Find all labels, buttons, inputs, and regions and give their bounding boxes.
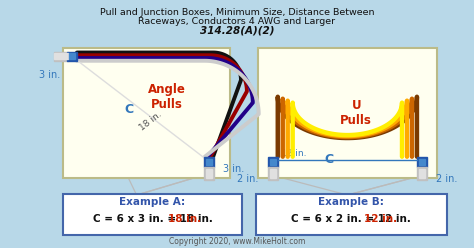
Text: Example A:: Example A: — [119, 197, 185, 207]
Bar — [268, 167, 278, 180]
Text: C = 6 x 2 in. = 12 in.: C = 6 x 2 in. = 12 in. — [292, 214, 411, 224]
Bar — [54, 54, 68, 59]
Bar — [417, 157, 427, 167]
Text: C = 6 x 3 in. = 18 in.: C = 6 x 3 in. = 18 in. — [92, 214, 212, 224]
Text: 12 in.: 12 in. — [281, 149, 306, 158]
Bar — [206, 168, 212, 178]
Text: Copyright 2020, www.MikeHolt.com: Copyright 2020, www.MikeHolt.com — [169, 237, 305, 246]
Text: Example B:: Example B: — [319, 197, 384, 207]
Text: 3 in.: 3 in. — [39, 70, 61, 80]
Bar — [419, 159, 425, 165]
Bar — [54, 52, 68, 61]
Bar — [63, 194, 242, 235]
Bar — [67, 52, 77, 61]
Text: 314.28(A)(2): 314.28(A)(2) — [200, 26, 274, 36]
Bar — [417, 167, 427, 180]
Bar — [69, 54, 75, 59]
Bar — [419, 168, 425, 178]
Text: 12 in.: 12 in. — [364, 214, 397, 224]
Text: 2 in.: 2 in. — [237, 174, 259, 184]
Text: Angle
Pulls: Angle Pulls — [147, 83, 185, 111]
Bar — [258, 48, 437, 178]
Text: C: C — [325, 153, 334, 166]
Text: 2 in.: 2 in. — [436, 174, 457, 184]
Bar — [204, 157, 214, 167]
Bar — [270, 168, 276, 178]
Bar — [63, 48, 230, 178]
Text: 18 in.: 18 in. — [137, 109, 164, 132]
Text: C: C — [124, 102, 133, 116]
Bar — [268, 157, 278, 167]
Text: Pull and Junction Boxes, Minimum Size, Distance Between: Pull and Junction Boxes, Minimum Size, D… — [100, 8, 374, 17]
Bar — [256, 194, 447, 235]
Bar — [204, 167, 214, 180]
Bar — [270, 159, 276, 165]
Text: 3 in.: 3 in. — [223, 164, 244, 175]
Bar — [206, 159, 212, 165]
Text: Raceways, Conductors 4 AWG and Larger: Raceways, Conductors 4 AWG and Larger — [138, 17, 336, 26]
Text: U
Pulls: U Pulls — [340, 99, 372, 127]
Text: 18 in.: 18 in. — [168, 214, 201, 224]
